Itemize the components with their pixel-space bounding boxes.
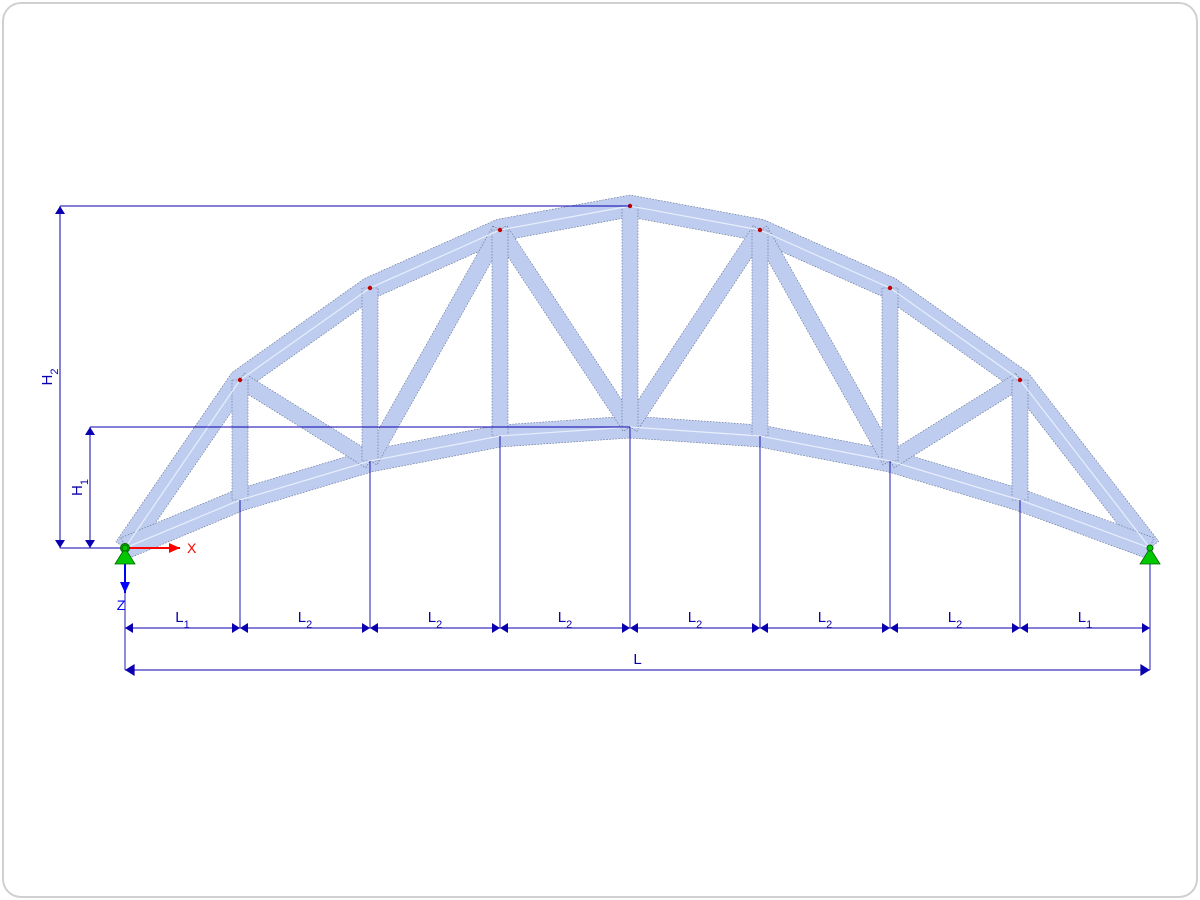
hinge-dot: [368, 286, 372, 290]
axis-z-label: Z: [117, 597, 126, 613]
diagonal-0: [236, 373, 374, 468]
hinge-dot: [758, 228, 762, 232]
hinge-dot: [238, 378, 242, 382]
vertical-5: [752, 230, 768, 436]
vertical-7: [1012, 380, 1028, 500]
diagonal-5: [886, 373, 1024, 468]
hinge-dot: [1018, 378, 1022, 382]
diagonal-3: [623, 226, 766, 432]
vertical-2: [362, 288, 378, 461]
vertical-6: [882, 288, 898, 461]
hinge-dot: [498, 228, 502, 232]
vertical-3: [492, 230, 508, 436]
hinge-dot: [888, 286, 892, 290]
bottom-chord: [121, 416, 1154, 558]
truss-diagram: L1L2L2L2L2L2L2L1LH2H1XZ: [0, 0, 1200, 900]
vertical-1: [232, 380, 248, 500]
vertical-4: [622, 206, 638, 427]
axis-x-label: X: [187, 540, 197, 556]
diagonal-2: [493, 226, 636, 432]
span-label: L: [633, 651, 641, 668]
truss-members: [116, 195, 1159, 558]
H2-label: H2: [39, 369, 61, 386]
H1-label: H1: [69, 479, 91, 496]
